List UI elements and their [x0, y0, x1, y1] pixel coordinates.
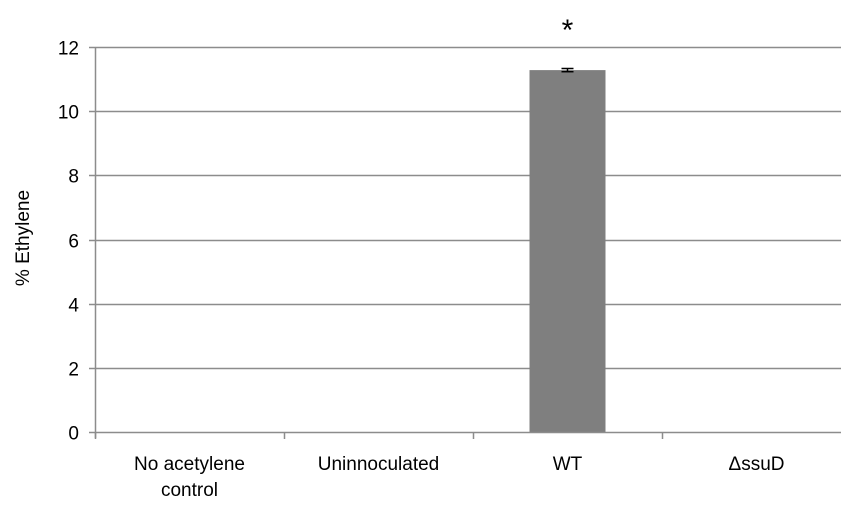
- x-category-label: ΔssuD: [729, 454, 785, 475]
- x-category-label: Uninnoculated: [318, 454, 439, 475]
- bar: [529, 70, 606, 432]
- y-tick-label: 0: [68, 424, 79, 445]
- y-tick-label: 4: [68, 296, 79, 317]
- y-tick-label: 2: [68, 360, 79, 381]
- axes: [89, 46, 841, 439]
- x-category-label: No acetylene: [134, 454, 245, 475]
- y-tick-label: 8: [68, 167, 79, 188]
- y-tick-label: 12: [58, 39, 79, 60]
- y-tick-label: 10: [58, 103, 79, 124]
- gridlines: [95, 46, 841, 370]
- bars: [529, 67, 606, 432]
- labels: 0 2 4 6 8 10 12 No acetylene control Uninnoculate…: [58, 14, 785, 501]
- x-category-label: control: [161, 480, 218, 501]
- significance-asterisk: *: [562, 14, 574, 47]
- y-tick-label: 6: [68, 232, 79, 253]
- y-axis-title: % Ethylene: [13, 190, 34, 286]
- x-category-label: WT: [553, 454, 583, 475]
